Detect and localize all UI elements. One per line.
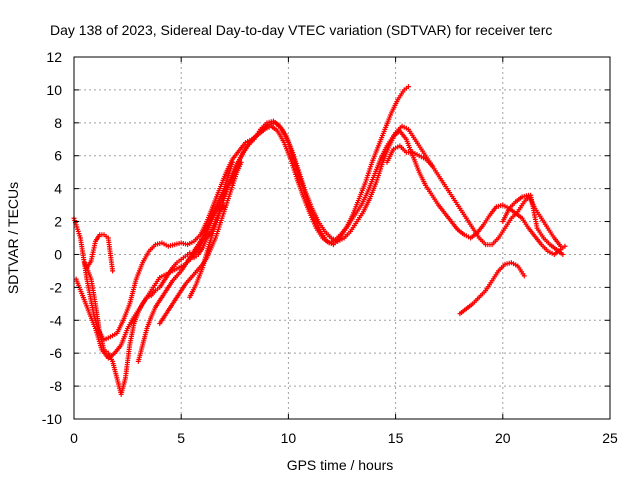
y-tick-label: 2 — [54, 214, 62, 230]
y-tick-label: 0 — [54, 246, 62, 262]
y-tick-label: 8 — [54, 115, 62, 131]
data-point — [238, 159, 244, 165]
y-tick-label: -8 — [50, 378, 63, 394]
y-tick-label: -4 — [50, 312, 63, 328]
x-tick-label: 15 — [388, 430, 404, 446]
series-track-4 — [84, 232, 116, 274]
chart-title: Day 138 of 2023, Sidereal Day-to-day VTE… — [50, 22, 552, 38]
series-track-6 — [157, 159, 244, 327]
series-track-10 — [500, 192, 564, 249]
data-point — [560, 251, 566, 257]
x-tick-label: 20 — [495, 430, 511, 446]
axes: 0 5 10 15 20 25 -10 -8 -6 -4 -2 0 2 4 6 8 10 12 — [42, 49, 618, 446]
data-point — [521, 273, 527, 279]
x-tick-label: 0 — [70, 430, 78, 446]
y-tick-label: 10 — [46, 82, 62, 98]
data-point — [562, 243, 568, 249]
data-point — [558, 243, 564, 249]
data-point — [110, 268, 116, 274]
y-tick-label: -10 — [42, 411, 62, 427]
x-axis-label: GPS time / hours — [287, 457, 394, 473]
x-tick-label: 10 — [281, 430, 297, 446]
y-axis-label: SDTVAR / TECUs — [5, 182, 21, 294]
data-point — [405, 84, 411, 90]
y-tick-label: 6 — [54, 148, 62, 164]
series-track-8 — [457, 260, 527, 317]
data-points — [71, 84, 568, 397]
y-tick-label: -6 — [50, 345, 63, 361]
series-track-9 — [384, 143, 435, 169]
x-tick-label: 25 — [602, 430, 618, 446]
y-tick-label: 4 — [54, 181, 62, 197]
data-point — [429, 163, 435, 169]
x-tick-label: 5 — [177, 430, 185, 446]
series-track-1 — [71, 123, 568, 343]
series-track-5 — [135, 159, 236, 364]
y-tick-label: 12 — [46, 49, 62, 65]
y-tick-label: -2 — [50, 279, 63, 295]
grid — [74, 57, 610, 419]
plot-frame — [73, 56, 611, 420]
data-point — [230, 159, 236, 165]
